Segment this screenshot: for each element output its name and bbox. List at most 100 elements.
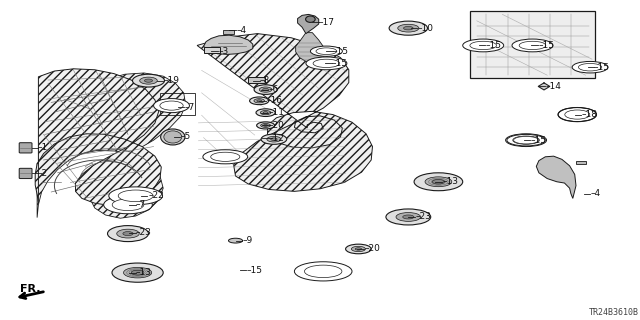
- Ellipse shape: [305, 16, 315, 22]
- Text: –23: –23: [136, 228, 152, 237]
- Ellipse shape: [112, 199, 144, 211]
- Ellipse shape: [389, 21, 428, 35]
- Bar: [223, 30, 234, 34]
- Ellipse shape: [355, 248, 362, 250]
- Text: –4: –4: [236, 26, 246, 35]
- Text: FR.: FR.: [20, 284, 41, 294]
- Text: –17: –17: [319, 18, 335, 27]
- Ellipse shape: [262, 88, 269, 91]
- Polygon shape: [538, 83, 550, 90]
- Text: –7: –7: [136, 200, 146, 209]
- FancyBboxPatch shape: [19, 168, 32, 179]
- Ellipse shape: [257, 100, 262, 102]
- Ellipse shape: [425, 177, 452, 187]
- Ellipse shape: [403, 215, 414, 219]
- Bar: [160, 93, 195, 115]
- Text: –20: –20: [269, 121, 285, 130]
- Text: –20: –20: [364, 244, 380, 253]
- FancyBboxPatch shape: [19, 143, 32, 153]
- Polygon shape: [35, 69, 161, 205]
- Ellipse shape: [164, 131, 182, 143]
- Text: –18: –18: [582, 110, 598, 119]
- Ellipse shape: [414, 173, 463, 191]
- Ellipse shape: [316, 48, 337, 54]
- Text: –15: –15: [333, 47, 349, 56]
- Ellipse shape: [124, 268, 152, 278]
- Ellipse shape: [211, 152, 240, 161]
- Ellipse shape: [203, 150, 248, 164]
- Text: –10: –10: [417, 24, 433, 33]
- Ellipse shape: [267, 136, 281, 142]
- Ellipse shape: [132, 74, 164, 87]
- Text: TR24B3610B: TR24B3610B: [589, 308, 639, 317]
- Text: –13: –13: [443, 177, 459, 186]
- Polygon shape: [204, 35, 253, 54]
- Text: –15: –15: [332, 59, 348, 68]
- Ellipse shape: [140, 77, 157, 84]
- Text: –9: –9: [243, 236, 253, 245]
- Ellipse shape: [104, 196, 152, 214]
- Ellipse shape: [123, 232, 133, 236]
- Ellipse shape: [108, 226, 148, 242]
- Ellipse shape: [507, 134, 545, 146]
- Ellipse shape: [256, 109, 275, 116]
- Ellipse shape: [254, 99, 264, 103]
- Polygon shape: [536, 156, 576, 198]
- Polygon shape: [296, 33, 325, 62]
- Text: –15: –15: [531, 136, 547, 145]
- Ellipse shape: [310, 46, 342, 56]
- Ellipse shape: [558, 108, 596, 122]
- Text: –23: –23: [415, 212, 431, 221]
- Ellipse shape: [294, 262, 352, 281]
- Ellipse shape: [260, 110, 271, 115]
- Text: –13: –13: [136, 268, 152, 277]
- Ellipse shape: [404, 27, 413, 30]
- Text: –2: –2: [38, 169, 48, 178]
- Ellipse shape: [513, 136, 540, 144]
- Text: –15: –15: [247, 266, 263, 275]
- Ellipse shape: [263, 112, 268, 114]
- Text: –15: –15: [594, 63, 610, 72]
- Ellipse shape: [228, 238, 243, 243]
- Polygon shape: [298, 14, 319, 34]
- Ellipse shape: [260, 124, 271, 127]
- Text: –6: –6: [268, 85, 278, 94]
- Text: –7: –7: [185, 103, 195, 112]
- Ellipse shape: [306, 57, 347, 70]
- Text: –11: –11: [268, 108, 284, 117]
- Bar: [576, 161, 586, 164]
- Ellipse shape: [351, 246, 365, 252]
- Text: –16: –16: [266, 96, 282, 105]
- Ellipse shape: [433, 180, 445, 184]
- Ellipse shape: [112, 263, 163, 282]
- Text: –1: –1: [38, 143, 48, 152]
- FancyBboxPatch shape: [248, 77, 265, 83]
- Polygon shape: [37, 73, 186, 218]
- Text: –15: –15: [486, 41, 502, 50]
- Ellipse shape: [118, 190, 153, 202]
- Text: –15: –15: [539, 41, 555, 50]
- Text: –4: –4: [590, 189, 600, 198]
- Ellipse shape: [271, 138, 277, 140]
- Text: –8: –8: [260, 76, 270, 85]
- Text: –14: –14: [545, 82, 561, 91]
- Text: –12: –12: [268, 134, 284, 143]
- Ellipse shape: [161, 129, 185, 145]
- Text: –19: –19: [164, 76, 180, 85]
- Ellipse shape: [564, 110, 590, 119]
- Ellipse shape: [512, 39, 553, 52]
- Ellipse shape: [160, 101, 183, 110]
- Text: –5: –5: [180, 132, 191, 141]
- Ellipse shape: [263, 124, 268, 126]
- Ellipse shape: [463, 39, 504, 52]
- Bar: [204, 47, 220, 53]
- Ellipse shape: [259, 87, 272, 92]
- Ellipse shape: [513, 136, 538, 144]
- Ellipse shape: [313, 59, 340, 68]
- Ellipse shape: [579, 63, 602, 71]
- Ellipse shape: [396, 212, 420, 221]
- Ellipse shape: [254, 85, 277, 94]
- Ellipse shape: [519, 41, 546, 50]
- Polygon shape: [197, 34, 372, 191]
- Text: –3: –3: [219, 47, 229, 56]
